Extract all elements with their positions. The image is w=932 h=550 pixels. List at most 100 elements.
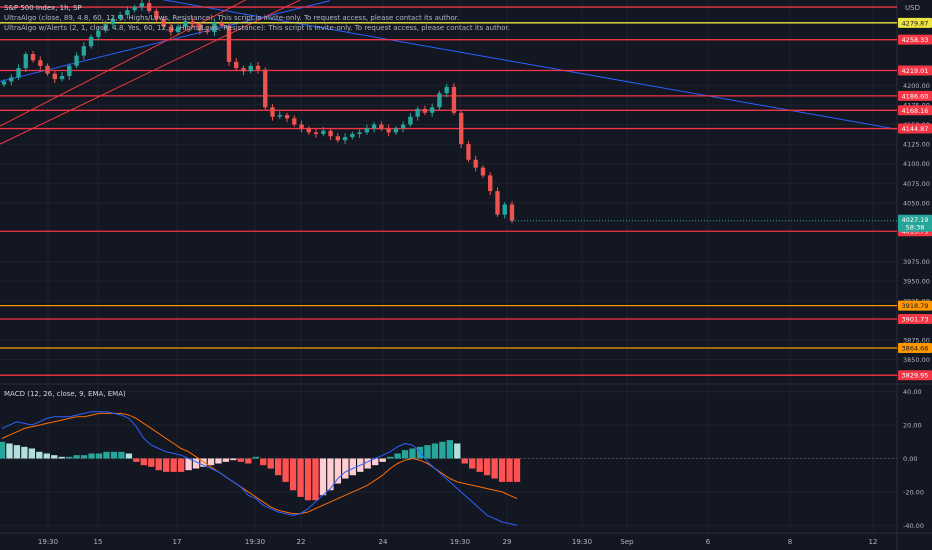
candle-body — [415, 108, 420, 117]
macd-histogram-bar — [177, 458, 185, 472]
candle-body — [386, 128, 391, 133]
macd-histogram-bar — [498, 458, 506, 482]
candle-body — [205, 30, 210, 33]
macd-histogram-bar — [95, 453, 103, 459]
candle-body — [234, 61, 239, 69]
candle-body — [96, 30, 101, 37]
x-tick-label: Sep — [620, 538, 634, 546]
macd-histogram-bar — [469, 458, 476, 469]
candle-body — [146, 3, 152, 11]
macd-histogram-bar — [66, 456, 73, 459]
macd-histogram-bar — [461, 458, 468, 464]
candle-body — [466, 144, 471, 160]
candle-body — [88, 36, 94, 47]
candle-body — [299, 124, 304, 129]
candle-body — [488, 175, 493, 192]
macd-histogram-bar — [416, 446, 424, 459]
macd-histogram-bar — [282, 458, 289, 482]
x-tick-label: 19:30 — [572, 538, 592, 546]
macd-histogram-bar — [200, 458, 207, 467]
macd-title: MACD (12, 26, close, 9, EMA, EMA) — [4, 390, 126, 398]
y-tick-label: 4075.00 — [903, 180, 930, 188]
candle-body — [277, 115, 282, 117]
level-price-label: 4144.87 — [902, 125, 929, 133]
candle-body — [270, 107, 275, 117]
trendline-blue-down — [161, 0, 898, 130]
level-price-label: 4186.60 — [902, 92, 929, 100]
candle-body — [371, 124, 377, 129]
candle-body — [74, 55, 79, 66]
macd-histogram-bar — [394, 453, 401, 459]
macd-histogram-bar — [28, 448, 36, 459]
candle-body — [495, 191, 500, 215]
level-price-label: 3918.79 — [902, 302, 929, 310]
candle-body — [161, 18, 166, 27]
candle-body — [379, 124, 384, 129]
y-tick-label: 3975.00 — [903, 258, 930, 266]
candle-body — [393, 128, 399, 133]
macd-histogram-bar — [148, 458, 155, 467]
candle-body — [328, 130, 333, 137]
macd-histogram-bar — [274, 458, 282, 476]
level-price-label: 3829.95 — [902, 372, 929, 380]
level-price-tag — [898, 90, 932, 101]
level-price-tag — [898, 34, 932, 45]
candle-body — [306, 128, 311, 133]
candle-body — [132, 7, 137, 11]
level-price-tag — [898, 343, 932, 354]
y-tick-label: 4100.00 — [903, 160, 930, 168]
candle-body — [292, 118, 297, 125]
macd-histogram-bar — [379, 458, 386, 462]
candle-body — [451, 86, 457, 113]
candle-body — [357, 132, 362, 134]
level-price-tag — [898, 370, 932, 381]
candle-body — [154, 10, 159, 19]
x-tick-label: 6 — [706, 538, 711, 546]
macd-histogram-bar — [140, 458, 147, 466]
macd-histogram-bar — [103, 451, 110, 459]
macd-histogram-bar — [491, 458, 498, 479]
candle-body — [429, 107, 435, 113]
candle-body — [175, 26, 181, 33]
macd-histogram-bar — [125, 453, 133, 459]
candle-body — [45, 65, 50, 74]
level-price-label: 4258.33 — [902, 36, 929, 44]
macd-histogram-bar — [185, 458, 192, 471]
candle-body — [1, 81, 7, 85]
y-tick-label: 3950.00 — [903, 278, 930, 286]
y-tick-label: 4050.00 — [903, 199, 930, 207]
macd-histogram-bar — [386, 456, 394, 459]
macd-histogram-bar — [6, 443, 13, 459]
macd-tick-label: 20.00 — [903, 422, 922, 430]
macd-histogram-bar — [342, 458, 349, 479]
macd-histogram-bar — [51, 455, 58, 459]
candle-body — [183, 21, 188, 27]
macd-histogram-bar — [297, 458, 304, 497]
candle-body — [364, 128, 370, 133]
macd-line — [1, 411, 518, 526]
level-price-label: 4279.87 — [902, 19, 929, 27]
macd-tick-label: -40.00 — [903, 522, 924, 530]
macd-histogram-bar — [476, 458, 483, 472]
macd-histogram-bar — [13, 445, 21, 459]
macd-histogram-bar — [222, 458, 230, 462]
macd-histogram-bar — [483, 458, 491, 476]
macd-histogram-bar — [506, 458, 513, 482]
countdown-label: 58:38 — [906, 224, 925, 232]
candle-body — [313, 132, 319, 134]
candle-body — [437, 93, 442, 108]
currency-label: USD — [905, 4, 920, 12]
x-tick-label: 17 — [173, 538, 182, 546]
candle-body — [263, 69, 268, 108]
level-price-tag — [898, 123, 932, 134]
macd-tick-label: 0.00 — [903, 455, 917, 463]
macd-histogram-bar — [454, 443, 461, 459]
candle-body — [103, 24, 108, 31]
macd-histogram-bar — [170, 458, 177, 472]
x-tick-label: 29 — [503, 538, 512, 546]
macd-histogram-bar — [230, 458, 237, 461]
macd-histogram-bar — [289, 458, 297, 491]
candle-body — [335, 136, 341, 141]
